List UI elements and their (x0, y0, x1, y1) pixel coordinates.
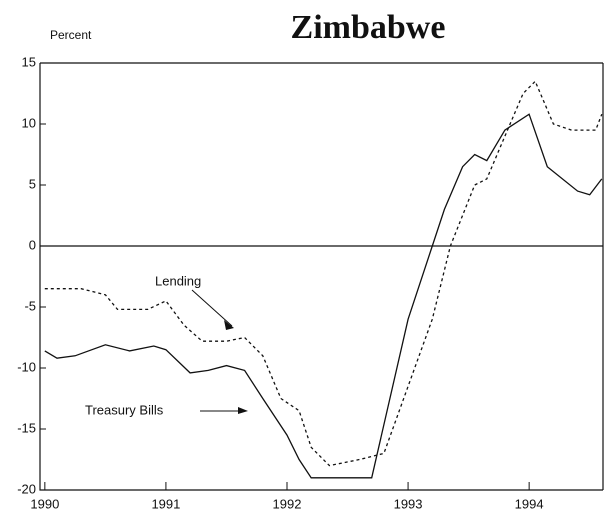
annotation-arrow-head (238, 407, 248, 414)
x-tick-label: 1992 (273, 496, 302, 511)
axis-frame (39, 62, 604, 491)
y-tick-label: 15 (22, 54, 36, 69)
y-tick-label: 0 (29, 237, 36, 252)
chart-title: Zimbabwe (291, 9, 446, 46)
series-line (44, 80, 603, 467)
y-tick-label: -20 (17, 481, 36, 496)
x-tick-label: 1990 (30, 496, 59, 511)
y-tick-label: 10 (22, 115, 36, 130)
x-tick-label: 1993 (394, 496, 423, 511)
series-label: Lending (155, 273, 201, 288)
y-tick-label: -5 (24, 298, 36, 313)
annotation-arrow-head (224, 320, 234, 330)
annotation-arrow (191, 289, 233, 327)
y-tick-label: -15 (17, 420, 36, 435)
y-tick-label: 5 (29, 176, 36, 191)
y-axis-label: Percent (50, 28, 92, 42)
series-line (44, 113, 603, 479)
x-tick-label: 1994 (515, 496, 544, 511)
y-tick-label: -10 (17, 359, 36, 374)
x-tick-label: 1991 (151, 496, 180, 511)
series-label: Treasury Bills (85, 402, 164, 417)
